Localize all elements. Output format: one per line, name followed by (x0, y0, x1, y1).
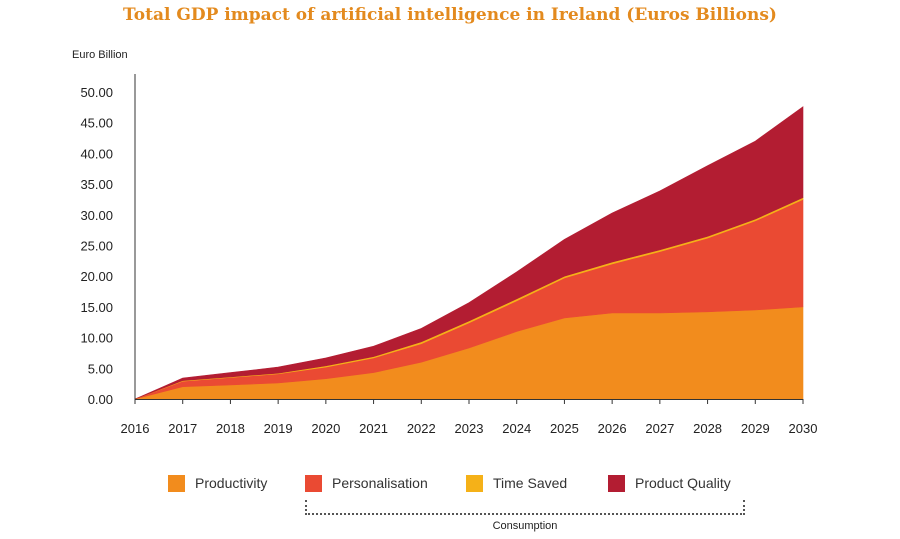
y-tick-label: 10.00 (80, 331, 113, 346)
area-series-product-quality (134, 106, 804, 400)
legend-swatch-productivity (168, 474, 185, 492)
y-ticks: 0.00 5.00 10.00 15.00 20.00 25.00 30.00 35.00 40… (80, 85, 113, 407)
legend-swatch-time-saved (466, 474, 483, 492)
x-tick-label: 2026 (598, 421, 627, 436)
consumption-label: Consumption (492, 520, 558, 532)
x-tick-label: 2025 (550, 421, 579, 436)
y-tick-label: 35.00 (80, 177, 113, 192)
x-tick-label: 2016 (121, 421, 150, 436)
legend-swatch-personalisation (305, 474, 322, 492)
x-tick-label: 2017 (168, 421, 197, 436)
consumption-bracket (305, 500, 745, 515)
x-ticks: 2016 2017 2018 2019 2020 2021 2022 2023 2024 2025… (121, 399, 818, 436)
y-axis-label: Euro Billion (72, 49, 128, 61)
x-tick-label: 2019 (264, 421, 293, 436)
legend-item-personalisation: Personalisation (305, 472, 428, 494)
legend-label-productivity: Productivity (195, 475, 268, 491)
legend-item-product-quality: Product Quality (608, 472, 731, 494)
x-tick-label: 2023 (455, 421, 484, 436)
legend-swatch-product-quality (608, 474, 625, 492)
legend: Productivity Personalisation Time Saved … (168, 472, 768, 494)
x-tick-label: 2024 (502, 421, 531, 436)
x-tick-label: 2030 (789, 421, 818, 436)
x-tick-label: 2021 (359, 421, 388, 436)
y-tick-label: 45.00 (80, 116, 113, 131)
y-tick-label: 30.00 (80, 208, 113, 223)
legend-label-product-quality: Product Quality (635, 475, 731, 491)
y-tick-label: 50.00 (80, 85, 113, 100)
x-tick-label: 2022 (407, 421, 436, 436)
y-tick-label: 25.00 (80, 239, 113, 254)
y-tick-label: 20.00 (80, 269, 113, 284)
legend-item-time-saved: Time Saved (466, 472, 567, 494)
x-tick-label: 2020 (311, 421, 340, 436)
legend-item-productivity: Productivity (168, 472, 267, 494)
y-tick-label: 40.00 (80, 146, 113, 161)
x-tick-label: 2029 (741, 421, 770, 436)
y-tick-label: 5.00 (88, 361, 113, 376)
chart-title: Total GDP impact of artificial intellige… (123, 5, 777, 25)
legend-label-time-saved: Time Saved (493, 475, 568, 491)
area-layers (134, 106, 804, 400)
y-tick-label: 15.00 (80, 300, 113, 315)
y-tick-label: 0.00 (88, 392, 113, 407)
x-tick-label: 2027 (645, 421, 674, 436)
legend-label-personalisation: Personalisation (332, 475, 428, 491)
x-tick-label: 2028 (693, 421, 722, 436)
x-tick-label: 2018 (216, 421, 245, 436)
